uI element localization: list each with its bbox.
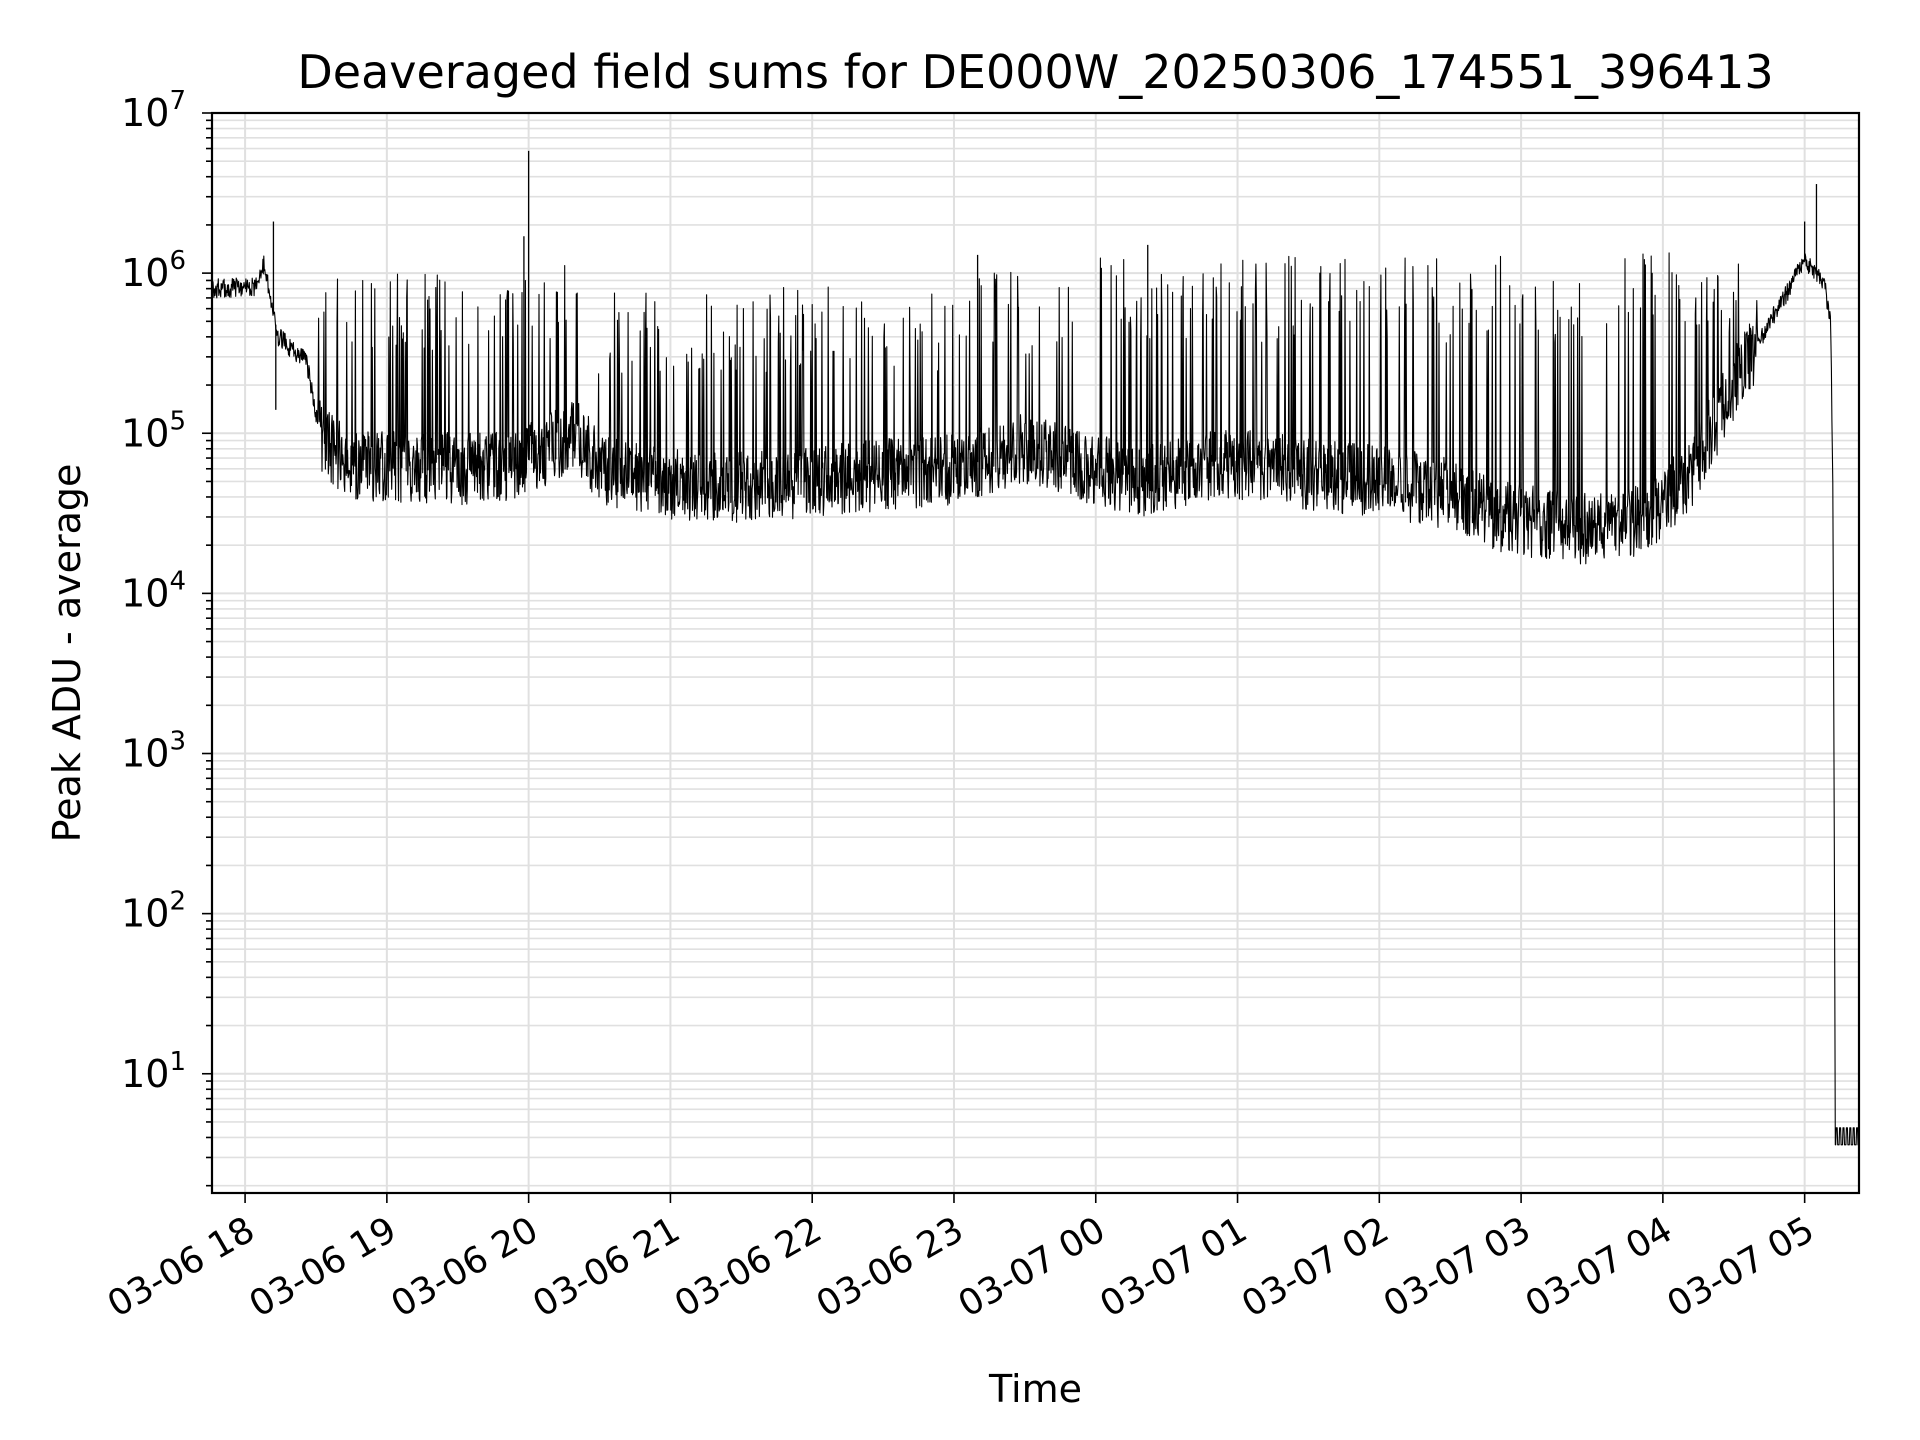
series-line xyxy=(211,252,1860,1146)
chart-title: Deaveraged field sums for DE000W_2025030… xyxy=(297,45,1773,99)
y-axis-label: Peak ADU - average xyxy=(45,464,89,843)
y-tick-label: 103 xyxy=(121,727,186,776)
plot-frame xyxy=(210,111,1861,1195)
data-layer xyxy=(211,150,1860,1146)
y-tick-label: 106 xyxy=(121,246,186,295)
y-tick-label: 104 xyxy=(121,566,186,615)
grid xyxy=(212,112,1859,1193)
x-axis-label: Time xyxy=(988,1367,1082,1411)
